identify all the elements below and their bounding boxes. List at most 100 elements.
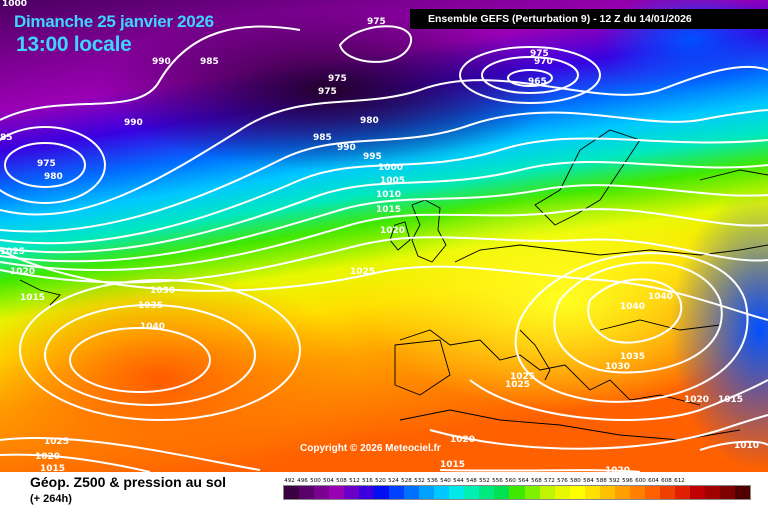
scale-value: 608 <box>661 478 672 484</box>
pressure-label: 975 <box>328 74 347 84</box>
isobar-980-west <box>0 126 106 204</box>
scale-value: 508 <box>336 478 347 484</box>
scale-swatch <box>734 486 750 499</box>
pressure-label: 1040 <box>620 302 645 312</box>
color-scale-labels: 492 496 500 504 508 512 516 520 524 528 532 536 540 5… <box>283 478 751 484</box>
scale-value: 564 <box>518 478 529 484</box>
isobar-975-north <box>338 25 413 63</box>
scale-value: 592 <box>609 478 620 484</box>
scale-value: 504 <box>323 478 334 484</box>
scale-value: 600 <box>635 478 646 484</box>
scale-value: 516 <box>362 478 373 484</box>
pressure-label: 1025 <box>510 372 535 382</box>
isobar-1040 <box>69 327 211 393</box>
pressure-label: 1000 <box>2 0 27 9</box>
scale-swatch <box>524 486 540 499</box>
scale-swatch <box>494 486 510 499</box>
pressure-label: 1020 <box>450 435 475 445</box>
ireland-outline <box>389 221 411 251</box>
isobar-1025 <box>0 249 768 321</box>
pressure-label: 970 <box>534 57 553 67</box>
pressure-labels: 1000 975 975 970 965 990 985 975 975 85 … <box>0 0 759 472</box>
scale-swatch <box>359 486 375 499</box>
z500-high-core <box>0 270 360 472</box>
pressure-label: 990 <box>152 57 171 67</box>
scale-swatch <box>404 486 420 499</box>
scale-swatch <box>479 486 495 499</box>
pressure-label: 1025 <box>505 380 530 390</box>
pressure-label: 1025 <box>350 267 375 277</box>
scale-swatch <box>449 486 465 499</box>
pressure-label: 975 <box>530 49 549 59</box>
copyright: Copyright © 2026 Meteociel.fr <box>300 443 441 454</box>
pressure-label: 975 <box>37 159 56 169</box>
isobar-995 <box>0 109 768 233</box>
british-isles-outline <box>411 199 447 263</box>
pressure-label: 1005 <box>380 176 405 186</box>
pressure-label: 1040 <box>140 322 165 332</box>
pressure-label: 1020 <box>380 226 405 236</box>
scale-swatch <box>539 486 555 499</box>
pressure-label: 1020 <box>684 395 709 405</box>
isobar-1025-east <box>469 379 768 421</box>
scale-value: 584 <box>583 478 594 484</box>
scale-swatch <box>599 486 615 499</box>
scale-value: 492 <box>284 478 295 484</box>
isobar-1020-south <box>0 453 151 472</box>
scale-value: 528 <box>401 478 412 484</box>
iberia-outline <box>394 339 451 396</box>
scale-value: 568 <box>531 478 542 484</box>
pressure-label: 965 <box>528 77 547 87</box>
scale-swatch <box>344 486 360 499</box>
scale-swatch <box>464 486 480 499</box>
isobar-1015 <box>0 208 768 272</box>
scale-swatch <box>284 486 300 499</box>
pressure-label: 995 <box>363 152 382 162</box>
pressure-label: 980 <box>44 172 63 182</box>
isobar-975-low <box>459 46 601 104</box>
pressure-label: 1030 <box>605 362 630 372</box>
scale-value: 572 <box>544 478 555 484</box>
scale-swatch <box>554 486 570 499</box>
scale-swatch <box>629 486 645 499</box>
isobar-1035-east <box>553 261 723 374</box>
scale-value: 548 <box>466 478 477 484</box>
color-scale-bar <box>283 485 751 500</box>
pressure-label: 1010 <box>734 441 759 451</box>
forecast-time: 13:00 locale <box>16 33 132 56</box>
scale-value: 500 <box>310 478 321 484</box>
isobar-1025-south <box>0 437 261 471</box>
pressure-label: 1015 <box>40 464 65 472</box>
italy-outline <box>519 329 551 381</box>
scale-swatch <box>569 486 585 499</box>
isobar-1040-east <box>587 278 683 344</box>
scale-value: 556 <box>492 478 503 484</box>
weather-map: 1000 975 975 970 965 990 985 975 975 85 … <box>0 0 768 472</box>
scale-value: 576 <box>557 478 568 484</box>
scale-swatch <box>434 486 450 499</box>
scale-value: 540 <box>440 478 451 484</box>
pressure-label: 1020 <box>10 267 35 277</box>
scandinavia-outline <box>534 129 641 226</box>
balkans-border <box>599 319 721 331</box>
pressure-label: 1025 <box>0 247 25 257</box>
isobar-1000 <box>0 137 768 245</box>
scale-value: 596 <box>622 478 633 484</box>
scale-swatch <box>374 486 390 499</box>
pressure-label: 1015 <box>718 395 743 405</box>
forecast-hour: (+ 264h) <box>30 493 72 505</box>
isobar-1005 <box>0 160 768 254</box>
scale-swatch <box>509 486 525 499</box>
pressure-label: 975 <box>367 17 386 27</box>
pressure-label: 85 <box>0 133 13 143</box>
scale-swatch <box>584 486 600 499</box>
scale-swatch <box>689 486 705 499</box>
scale-value: 536 <box>427 478 438 484</box>
scale-swatch <box>614 486 630 499</box>
isobar-1010 <box>0 184 768 263</box>
isobar-1035 <box>44 304 256 406</box>
isobar-1030-east <box>514 252 749 403</box>
pressure-label: 1015 <box>376 205 401 215</box>
pressure-label: 985 <box>200 57 219 67</box>
scale-value: 588 <box>596 478 607 484</box>
